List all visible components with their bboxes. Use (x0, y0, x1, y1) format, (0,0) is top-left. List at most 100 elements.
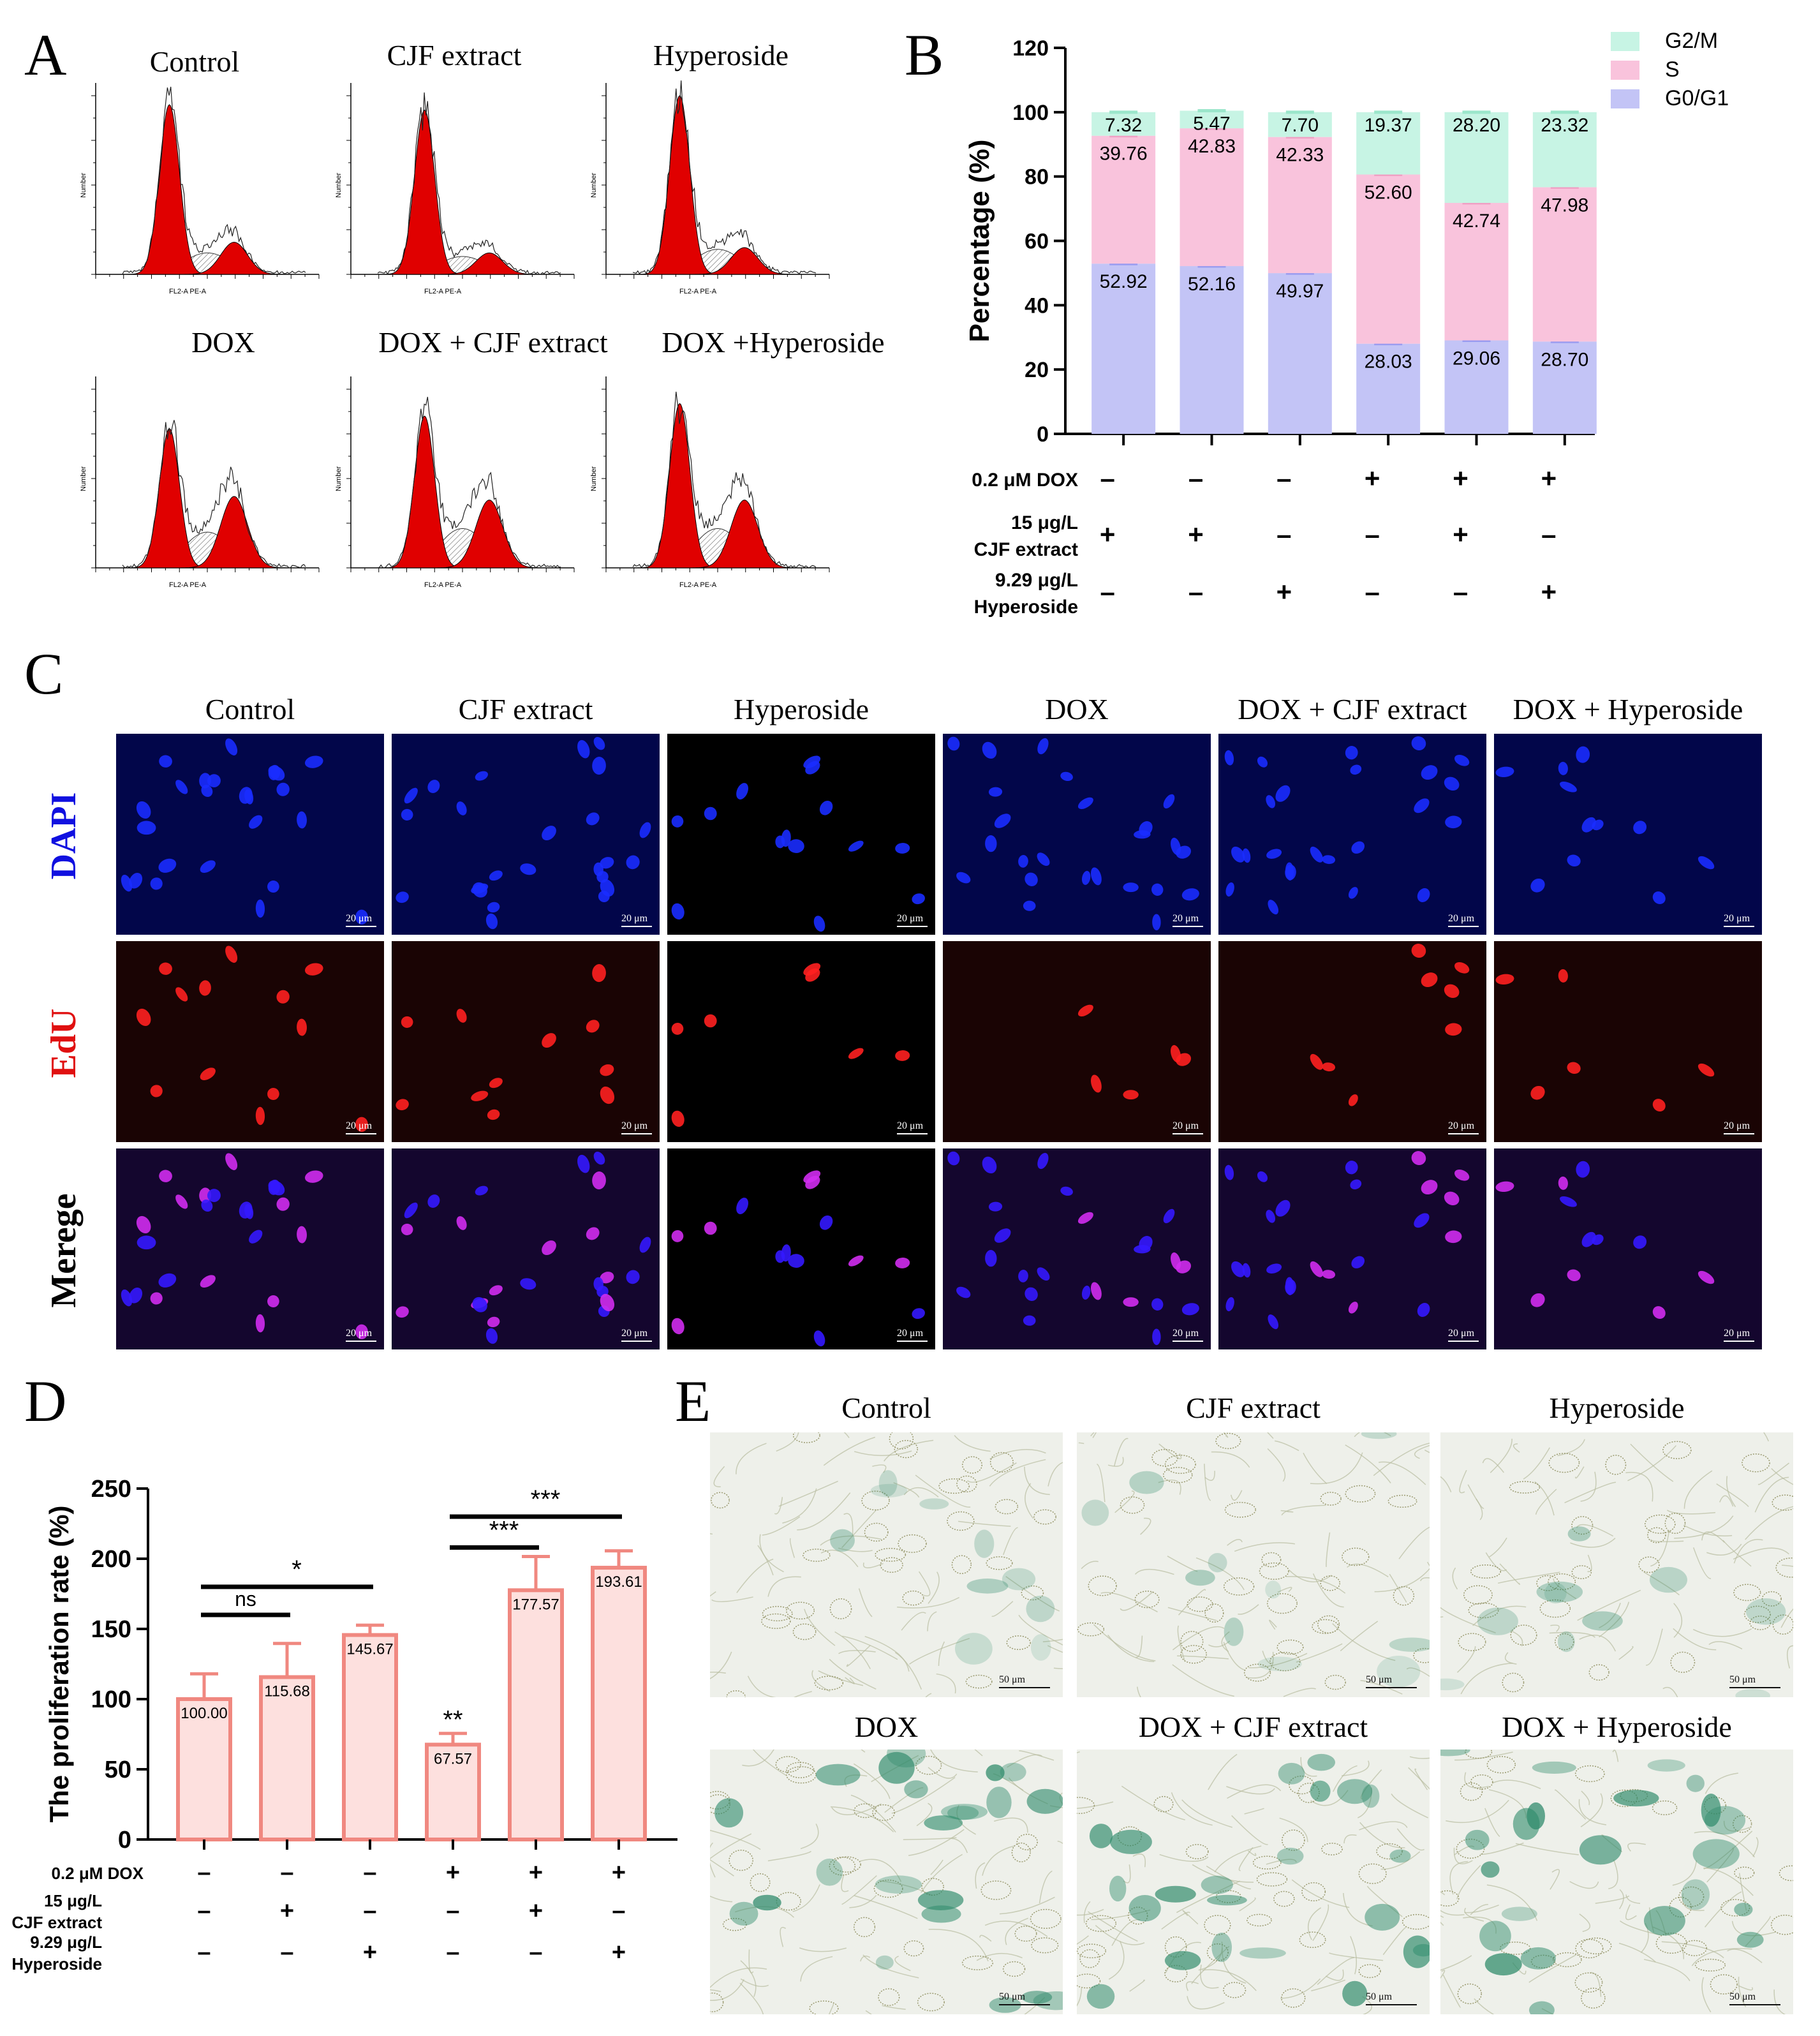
nucleus (895, 843, 910, 854)
cell-outline (1528, 1954, 1577, 1983)
scale-bar: 20 μm (621, 1328, 652, 1342)
d-treatment-sign: – (529, 1939, 542, 1966)
granular-nucleus (965, 1674, 993, 1689)
cell-outline (1005, 1917, 1029, 1945)
cell-outline (1047, 1462, 1063, 1487)
granular-nucleus (1682, 1940, 1707, 1956)
cell-outline (1206, 1865, 1251, 1890)
granular-nucleus (986, 1556, 1013, 1570)
nucleus (489, 870, 503, 881)
cell-outline (903, 1837, 957, 1840)
flow-histogram: FL2-A PE-A Number (335, 83, 575, 295)
cell-outline (1464, 1772, 1490, 1788)
cell-outline (774, 1497, 783, 1515)
cell-outline (1329, 1952, 1384, 1961)
cell-outline (1113, 1438, 1128, 1467)
cell-outline (1420, 1577, 1430, 1582)
nuclei-layer (1077, 1004, 1192, 1100)
cell-outline (872, 1464, 887, 1473)
nuclei-layer (396, 737, 651, 930)
cell-outline (1719, 1495, 1734, 1507)
nucleus (136, 801, 151, 819)
nucleus (472, 1297, 487, 1312)
flow-histogram: FL2-A PE-A Number (335, 376, 575, 589)
nucleus (1268, 1314, 1279, 1330)
beta-gal-positive-stain (1647, 1759, 1685, 1772)
micrograph-column-title: DOX (1045, 693, 1109, 725)
granular-nucleus (853, 1917, 876, 1938)
cell-outline (893, 1482, 920, 1498)
cell-outline (1580, 1793, 1603, 1827)
cell-outline (1723, 1820, 1750, 1832)
b-treatment-sign: – (1365, 577, 1379, 607)
cell-outline (1701, 1977, 1712, 2012)
nucleus (355, 1324, 368, 1339)
cell-outline (1577, 1589, 1641, 1621)
granular-nucleus (1085, 1915, 1117, 1932)
cell-outline (1167, 1556, 1198, 1572)
nuclei-layer (396, 1152, 651, 1344)
granular-nucleus (1252, 1855, 1282, 1869)
granular-nucleus (1775, 1557, 1793, 1578)
cell-outline (1246, 1651, 1274, 1679)
cell-outline (1121, 1785, 1185, 1820)
nucleus (1151, 883, 1164, 896)
cell-outline (1440, 1607, 1496, 1633)
cell-outline (748, 1949, 754, 1973)
nuclei-layer (1310, 944, 1470, 1106)
granular-nucleus (1465, 1750, 1493, 1759)
cell-outline (1662, 1686, 1678, 1697)
b-legend-label: G2/M (1665, 29, 1718, 53)
cell-outline (1047, 1645, 1063, 1653)
d-bar-value-label: 177.57 (512, 1596, 559, 1613)
cell-outline (1446, 1799, 1509, 1824)
cell-outline (925, 1693, 932, 1697)
nucleus (485, 1328, 498, 1344)
nucleus (1576, 1161, 1590, 1178)
cell-outline (1231, 1815, 1268, 1845)
nucleus (1698, 1270, 1715, 1284)
b-bar-segment (1444, 203, 1509, 341)
nuclei-layer (947, 1151, 1199, 1346)
histogram-y-label: Number (590, 173, 598, 198)
cell-outline (1674, 1515, 1734, 1539)
beta-gal-positive-stain (1337, 1779, 1373, 1804)
nucleus (819, 1215, 833, 1230)
cell-outline (854, 1895, 918, 1919)
b-treatment-sign: + (1276, 577, 1292, 607)
cell-outline (1108, 1940, 1125, 1980)
cell-outline (1332, 1623, 1396, 1661)
nucleus (1445, 815, 1462, 829)
nucleus (276, 782, 290, 796)
nucleus (159, 1170, 172, 1182)
granular-nucleus (1694, 1958, 1726, 1972)
nucleus (1060, 771, 1073, 782)
cell-outline (1549, 1631, 1595, 1638)
nucleus (1176, 1053, 1192, 1066)
granular-nucleus (761, 1613, 791, 1630)
b-bar-value-label: 7.70 (1282, 115, 1319, 136)
granular-nucleus (1164, 1965, 1188, 1982)
granular-nucleus (750, 1873, 771, 1892)
nucleus (788, 839, 804, 853)
granular-nucleus (1204, 1915, 1231, 1936)
cell-outline (1414, 1768, 1428, 1790)
nucleus (297, 1226, 307, 1244)
beta-gal-positive-stain (729, 1901, 758, 1926)
cell-outline (1083, 1901, 1091, 1923)
cell-outline (710, 1967, 767, 1988)
cell-outline (823, 1436, 876, 1466)
cell-outline (938, 1641, 945, 1667)
beta-gal-positive-stain (974, 1529, 995, 1558)
cell-outline (1650, 1539, 1684, 1543)
nucleus (159, 962, 172, 975)
nucleus (225, 946, 238, 963)
b-bar-value-label: 5.47 (1193, 114, 1230, 135)
nucleus (542, 826, 556, 841)
cell-outline (1752, 1837, 1759, 1857)
nucleus (1123, 1297, 1139, 1307)
cell-outline (742, 1750, 774, 1767)
nucleus (586, 812, 600, 826)
nucleus (1633, 821, 1647, 835)
b-treatment-sign: + (1453, 463, 1469, 493)
